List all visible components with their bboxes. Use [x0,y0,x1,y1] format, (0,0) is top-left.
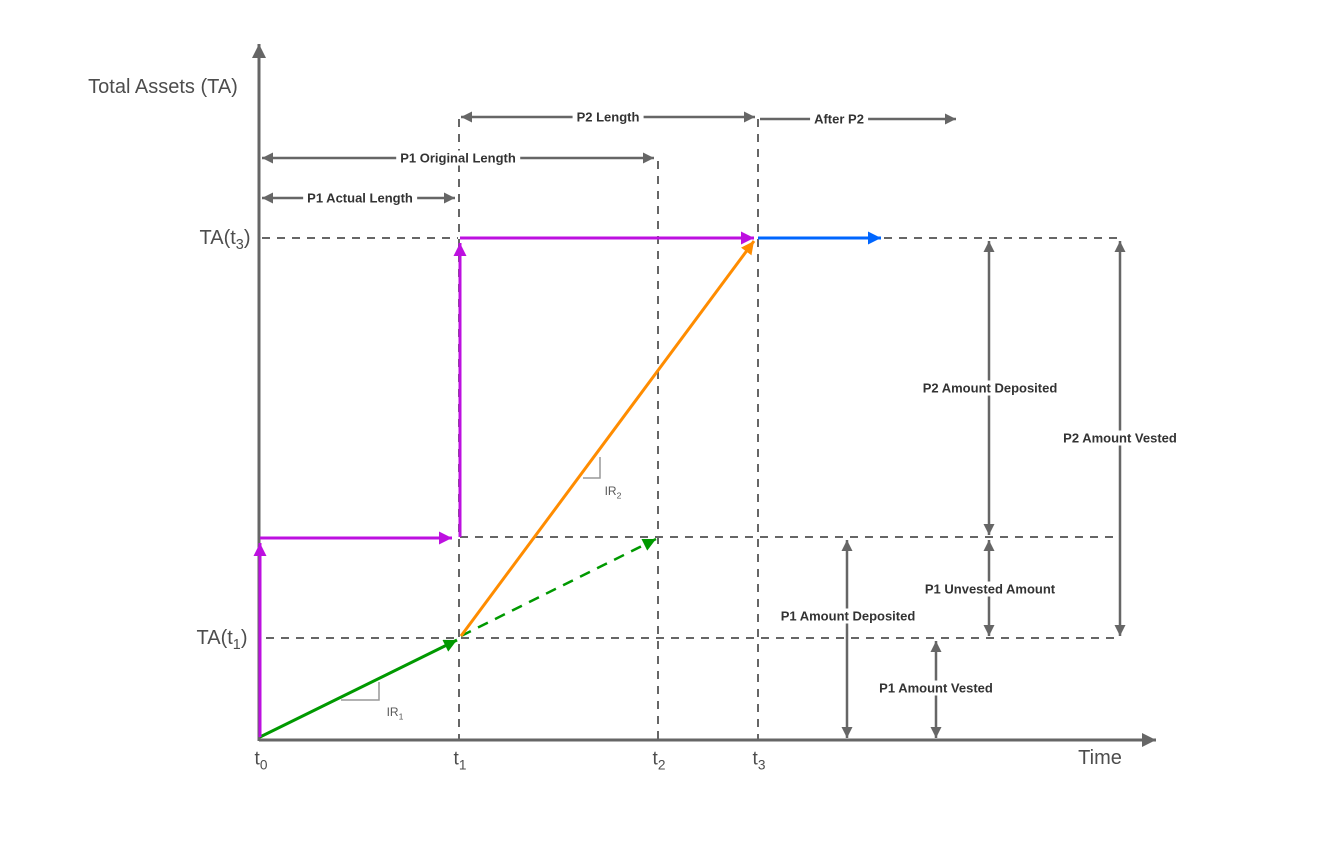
y-tick-ta-t3-text: TA(t [199,227,236,249]
x-tick-t2-text: t [652,748,658,770]
p2-growth-arrow-orange [459,240,756,637]
y-tick-ta-t1-sub: 1 [232,637,241,653]
x-tick-t3-text: t [752,748,758,770]
p2-length-label: P2 Length [572,109,644,125]
ir1-sub: 1 [398,711,404,722]
ir2-sub: 2 [616,490,622,501]
y-axis-title: Total Assets (TA) [88,76,238,98]
y-tick-ta-t1: TA(t1) [196,627,248,652]
x-tick-t2-sub: 2 [657,757,666,773]
x-tick-t1-sub: 1 [458,757,467,773]
ir1-text: IR [386,705,399,719]
y-tick-ta-t3-sub: 3 [235,237,244,253]
p1-projected-growth-arrow-green-dashed [460,537,657,638]
x-tick-t0: t0 [254,748,268,773]
y-tick-ta-t1-close: ) [240,627,248,649]
p2-amount-deposited-label: P2 Amount Deposited [918,380,1062,396]
ir1-label: IR1 [384,705,406,722]
p1-growth-arrow-green [259,638,458,739]
x-tick-t1: t1 [453,748,467,773]
p1-actual-length-label: P1 Actual Length [303,190,417,206]
x-tick-t3-sub: 3 [757,757,766,773]
p1-original-length-label: P1 Original Length [396,150,520,166]
p1-amount-deposited-label: P1 Amount Deposited [776,608,920,624]
after-p2-label: After P2 [810,111,868,127]
x-tick-t0-text: t [254,748,260,770]
y-tick-ta-t1-text: TA(t [196,627,233,649]
x-tick-t0-sub: 0 [259,757,268,773]
x-tick-t2: t2 [652,748,666,773]
p1-unvested-amount-label: P1 Unvested Amount [920,581,1060,597]
p1-amount-vested-label: P1 Amount Vested [875,680,997,696]
ir2-angle-mark [583,457,601,479]
ir1-angle-mark [341,682,380,701]
x-tick-t3: t3 [752,748,766,773]
y-tick-ta-t3: TA(t3) [199,227,251,252]
ir2-text: IR [604,484,617,498]
x-tick-t1-text: t [453,748,459,770]
x-axis-title: Time [1078,747,1122,769]
y-tick-ta-t3-close: ) [243,227,251,249]
ir2-label: IR2 [602,484,624,501]
p2-amount-vested-label: P2 Amount Vested [1059,430,1181,446]
